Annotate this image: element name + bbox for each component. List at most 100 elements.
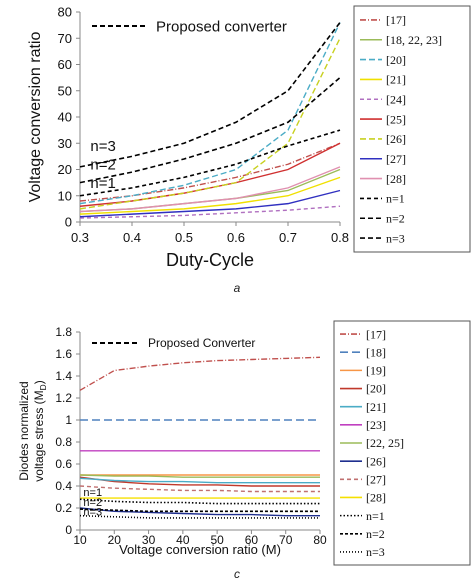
- x-tick-label: 60: [245, 533, 259, 547]
- x-tick-label: 20: [108, 533, 122, 547]
- y-tick-label: 70: [58, 31, 72, 46]
- legend-label: [20]: [366, 382, 386, 396]
- legend-label: [20]: [386, 53, 406, 67]
- legend-label: [22, 25]: [366, 436, 404, 450]
- annotation-label: n=2: [90, 157, 115, 174]
- series-line-2: [79, 22, 341, 205]
- y-axis-label-line1: Diodes normalized: [17, 381, 31, 480]
- x-tick-label: 40: [176, 533, 190, 547]
- legend-label: [27]: [366, 473, 386, 487]
- x-axis-label: Voltage conversion ratio (M): [119, 542, 281, 557]
- x-tick-label: 10: [73, 533, 87, 547]
- y-axis-label-end: ): [32, 380, 46, 384]
- legend-label: [27]: [386, 152, 406, 166]
- y-tick-label: 1: [65, 413, 72, 427]
- x-axis-label: Duty-Cycle: [166, 250, 254, 270]
- legend-label: [17]: [366, 327, 386, 341]
- series-line-8: [79, 166, 341, 213]
- series-line-6: [79, 37, 341, 210]
- x-tick-label: 70: [279, 533, 293, 547]
- y-axis-label: Voltage conversion ratio: [27, 32, 44, 203]
- series-line-7: [79, 189, 341, 218]
- series-line-9: [79, 129, 341, 197]
- legend-label: [18]: [366, 345, 386, 359]
- legend-label: n=2: [386, 211, 405, 225]
- y-tick-label: 1.6: [55, 347, 72, 361]
- chart-2: 0 0.2 0.4 0.6 0.8 1 1.2 1.4 1.6 1.8 10 20 30 40 50 60 70…: [17, 320, 471, 581]
- x-tick-label: 50: [210, 533, 224, 547]
- x-tick-label: 0.4: [123, 230, 141, 245]
- series-line-4: [79, 477, 320, 484]
- annotation-label: n=1: [90, 175, 115, 192]
- series-line-11: [79, 22, 341, 168]
- chart-1: 0 10 20 30 40 50 60 70 80 0.3 0.4 0.5 0.6 0.7 0.8 Duty-…: [27, 5, 471, 295]
- series-line-4: [79, 205, 341, 219]
- series-line-3: [79, 476, 320, 487]
- y-tick-label: 1.8: [55, 325, 72, 339]
- y-axis-label: Diodes normalizedvoltage stress (MD): [17, 380, 48, 481]
- y-tick-label: 30: [58, 136, 72, 151]
- series-line-8: [79, 485, 320, 493]
- legend-label: [18, 22, 23]: [386, 33, 442, 47]
- legend-label: [23]: [366, 418, 386, 432]
- x-tick-label: 80: [313, 533, 327, 547]
- x-tick-label: 30: [142, 533, 156, 547]
- legend-label: [21]: [366, 400, 386, 414]
- legend-label: [26]: [386, 132, 406, 146]
- y-tick-label: 0.6: [55, 457, 72, 471]
- series-line-6: [79, 474, 320, 478]
- x-tick-label: 0.7: [279, 230, 297, 245]
- y-tick-label: 0: [65, 523, 72, 537]
- series-line-3: [79, 176, 341, 215]
- annotation-label: n=2: [83, 497, 102, 509]
- x-tick-label: 0.3: [71, 230, 89, 245]
- legend-label: n=3: [386, 231, 405, 245]
- series-line-0: [79, 356, 321, 391]
- figure-caption: c: [234, 567, 240, 581]
- series-line-10: [79, 498, 320, 505]
- annotation-label: n=1: [83, 487, 102, 499]
- series-line-7: [79, 507, 320, 517]
- annotation-label: n=3: [90, 138, 115, 155]
- x-tick-label: 0.8: [331, 230, 349, 245]
- y-axis-label-line2: voltage stress (M: [32, 390, 46, 481]
- series-line-5: [79, 142, 341, 207]
- figure-caption: a: [234, 281, 241, 295]
- series-line-12: [79, 514, 320, 519]
- legend-label: [21]: [386, 73, 406, 87]
- annotation-label: n=3: [83, 507, 102, 519]
- legend-label: [17]: [386, 13, 406, 27]
- legend-label: n=3: [366, 545, 385, 559]
- y-tick-label: 0.2: [55, 501, 72, 515]
- legend-label: n=2: [366, 527, 385, 541]
- series-line-10: [79, 77, 341, 184]
- legend-label: [24]: [386, 92, 406, 106]
- y-tick-label: 60: [58, 57, 72, 72]
- legend-label: [26]: [366, 454, 386, 468]
- y-tick-label: 10: [58, 188, 72, 203]
- y-tick-label: 1.2: [55, 391, 72, 405]
- y-tick-label: 1.4: [55, 369, 72, 383]
- series-line-0: [79, 142, 341, 202]
- inner-legend-label: Proposed converter: [156, 18, 287, 35]
- y-tick-label: 20: [58, 162, 72, 177]
- legend-label: [28]: [386, 172, 406, 186]
- legend-label: [19]: [366, 364, 386, 378]
- y-tick-label: 40: [58, 110, 72, 125]
- y-tick-label: 0: [65, 215, 72, 230]
- inner-legend-label: Proposed Converter: [148, 336, 255, 350]
- legend-box: [353, 5, 471, 253]
- y-tick-label: 80: [58, 5, 72, 20]
- x-tick-label: 0.5: [175, 230, 193, 245]
- y-tick-label: 0.8: [55, 435, 72, 449]
- series-line-11: [79, 508, 320, 513]
- y-tick-label: 0.4: [55, 479, 72, 493]
- legend-label: [28]: [366, 491, 386, 505]
- y-tick-label: 50: [58, 83, 72, 98]
- x-tick-label: 0.6: [227, 230, 245, 245]
- legend-label: n=1: [366, 509, 385, 523]
- legend-label: n=1: [386, 192, 405, 206]
- y-axis-label-subscript: D: [38, 384, 48, 390]
